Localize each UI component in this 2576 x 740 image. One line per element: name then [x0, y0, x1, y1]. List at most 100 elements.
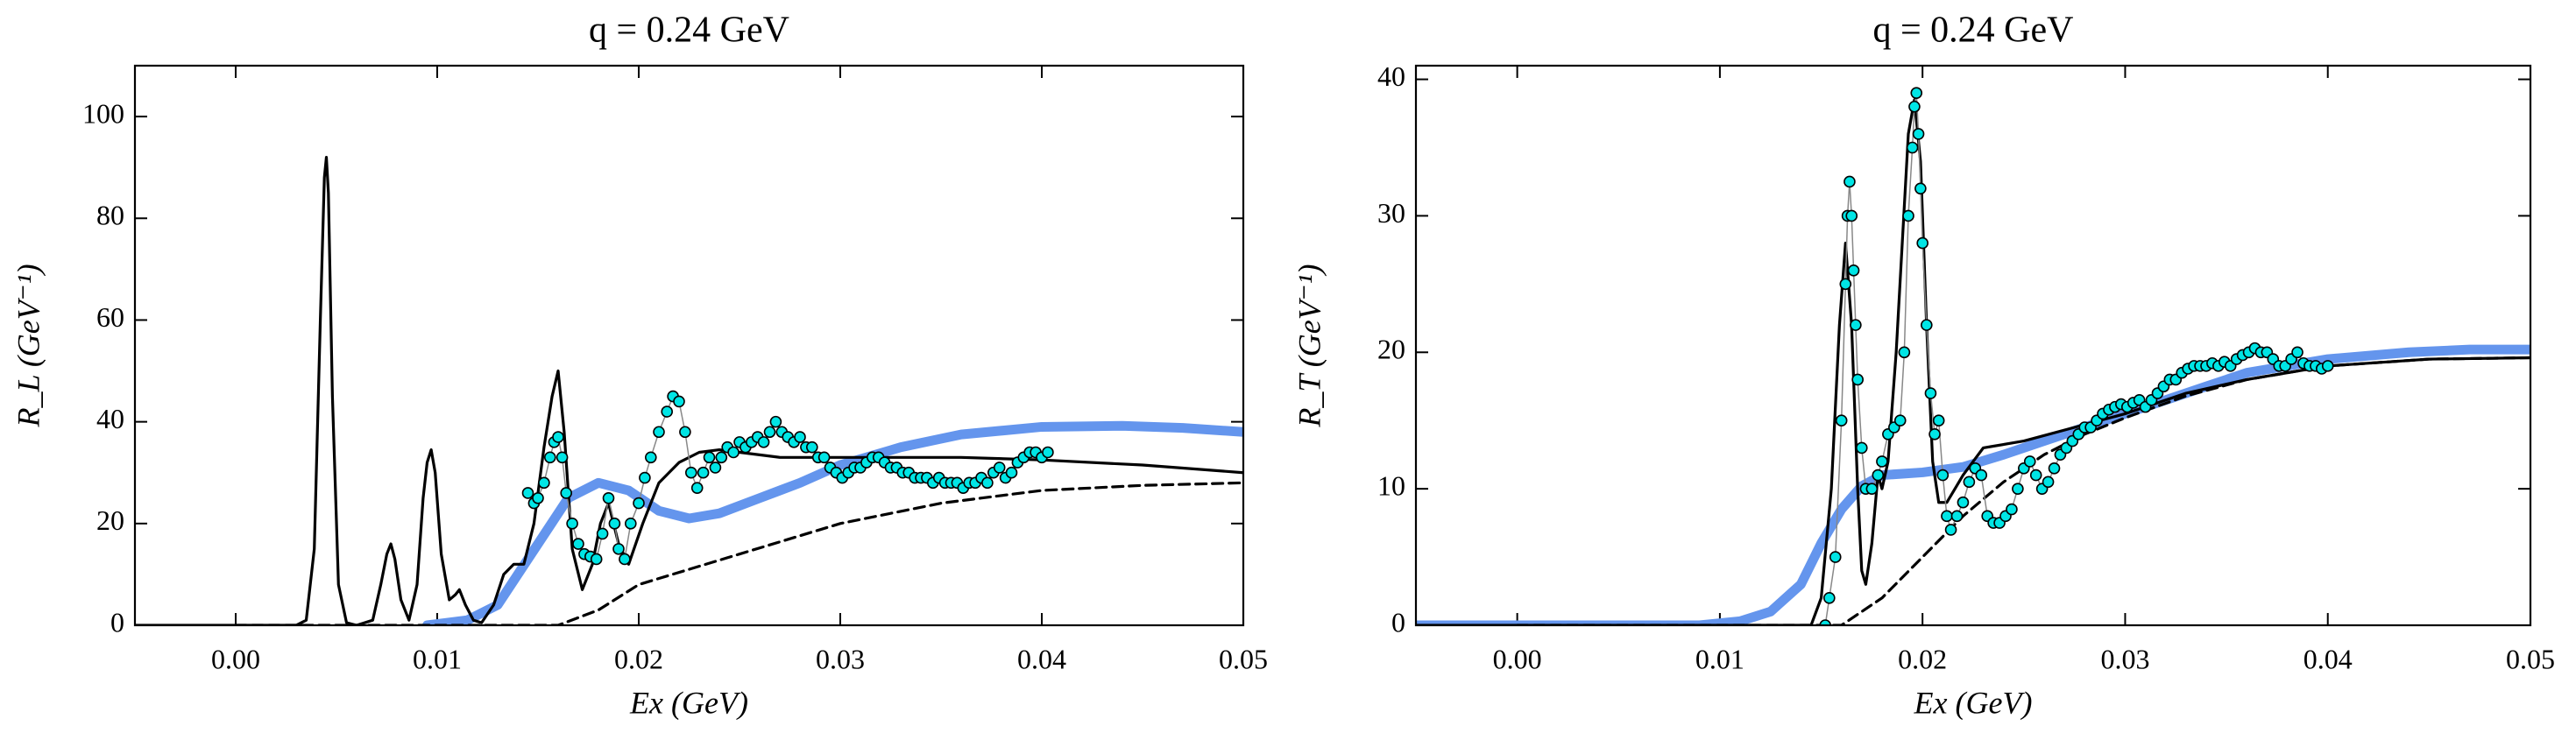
- x-tick-label: 0.03: [816, 643, 865, 674]
- data-point: [1847, 264, 1860, 277]
- data-point: [572, 538, 584, 550]
- data-point: [633, 497, 645, 510]
- x-tick-label: 0.02: [1898, 643, 1947, 674]
- data-point: [661, 405, 674, 418]
- y-tick-label: 0: [110, 606, 124, 638]
- data-point: [2012, 483, 2024, 495]
- x-tick-label: 0.05: [1219, 643, 1268, 674]
- data-point: [1957, 496, 1970, 509]
- data-point: [993, 462, 1006, 474]
- data-point: [552, 431, 564, 443]
- data-point: [1898, 346, 1911, 359]
- y-tick-label: 10: [1377, 469, 1405, 501]
- data-point: [1932, 414, 1945, 427]
- y-tick-label: 20: [96, 504, 124, 536]
- data-point: [817, 451, 831, 464]
- data-point: [1941, 510, 1953, 523]
- data-point: [1005, 466, 1018, 479]
- curve: [135, 155, 1243, 625]
- data-point: [1944, 524, 1957, 536]
- data-point: [644, 451, 657, 464]
- data-point: [602, 491, 615, 504]
- data-point: [690, 482, 704, 494]
- panel: q = 0.24 GeV Ex (GeV) R_L (GeV⁻¹) 0.00 0.01 0…: [11, 11, 1268, 721]
- data-point: [2291, 346, 2304, 359]
- data-point: [763, 426, 776, 439]
- data-point: [757, 436, 770, 448]
- x-axis-label: Ex (GeV): [629, 685, 748, 720]
- data-point: [1936, 469, 1950, 482]
- axes-frame: [133, 64, 1245, 627]
- data-point: [769, 415, 782, 428]
- data-point: [1924, 387, 1937, 399]
- data-point: [590, 553, 603, 566]
- y-tick-label: 60: [96, 301, 124, 333]
- x-tick-label: 0.02: [614, 643, 663, 674]
- panel: q = 0.24 GeV Ex (GeV) R_T (GeV⁻¹) 0.00 0.01 0…: [1292, 11, 2555, 721]
- data-point: [1975, 469, 1988, 482]
- data-point: [1845, 209, 1858, 222]
- x-tick-label: 0.03: [2100, 643, 2149, 674]
- data-point: [639, 471, 651, 484]
- data-point: [1839, 278, 1852, 291]
- data-point: [624, 518, 637, 530]
- data-connector: [1824, 92, 2329, 625]
- x-tick-label: 0.05: [2506, 643, 2555, 674]
- y-axis-label: R_T (GeV⁻¹): [1292, 264, 1327, 427]
- data-point: [1876, 455, 1888, 468]
- y-tick-label: 40: [96, 403, 124, 434]
- data-point: [709, 462, 722, 474]
- data-point: [1902, 209, 1914, 222]
- data-point: [1844, 175, 1856, 188]
- data-point: [538, 476, 550, 490]
- data-point: [1850, 319, 1862, 331]
- data-point: [981, 476, 994, 490]
- data-point: [2048, 462, 2061, 475]
- y-tick-label: 20: [1377, 334, 1405, 365]
- data-point: [727, 446, 740, 459]
- data-point: [1963, 476, 1976, 489]
- data-point: [1819, 619, 1831, 625]
- data-point: [1042, 446, 1054, 459]
- data-point: [608, 518, 621, 530]
- plot-area: [1416, 87, 2530, 625]
- data-point: [2042, 476, 2055, 489]
- data-point: [1851, 373, 1864, 386]
- data-point: [684, 466, 697, 479]
- y-tick-label: 30: [1377, 197, 1405, 229]
- data-point: [556, 451, 569, 464]
- x-tick-label: 0.04: [2304, 643, 2353, 674]
- data-point: [560, 487, 573, 499]
- data-point: [2029, 469, 2042, 482]
- y-tick-label: 80: [96, 200, 124, 231]
- data-point: [1916, 236, 1928, 250]
- curve: [1416, 344, 2530, 625]
- data-point: [697, 466, 710, 479]
- curve: [1516, 356, 2530, 625]
- curve: [1416, 98, 2530, 625]
- data-point: [1829, 551, 1842, 563]
- data-point: [1835, 414, 1848, 427]
- data-point: [532, 491, 544, 504]
- x-axis-label: Ex (GeV): [1914, 685, 2033, 720]
- data-point: [612, 543, 625, 555]
- data-point: [543, 451, 556, 464]
- data-point: [619, 553, 631, 566]
- curve: [234, 481, 1243, 625]
- data-point: [1856, 441, 1868, 455]
- data-point: [794, 431, 806, 443]
- data-point: [566, 518, 578, 530]
- curve: [422, 420, 1243, 625]
- data-point: [1912, 128, 1925, 140]
- data-point: [1865, 483, 1879, 495]
- data-point: [673, 395, 685, 408]
- data-point: [703, 451, 716, 464]
- data-point: [679, 426, 691, 439]
- data-point: [715, 451, 728, 464]
- x-tick-label: 0.04: [1017, 643, 1066, 674]
- data-point: [596, 527, 609, 540]
- chart-title: q = 0.24 GeV: [589, 11, 789, 51]
- y-tick-label: 100: [82, 97, 124, 129]
- data-point: [653, 426, 665, 439]
- chart-title: q = 0.24 GeV: [1873, 11, 2074, 51]
